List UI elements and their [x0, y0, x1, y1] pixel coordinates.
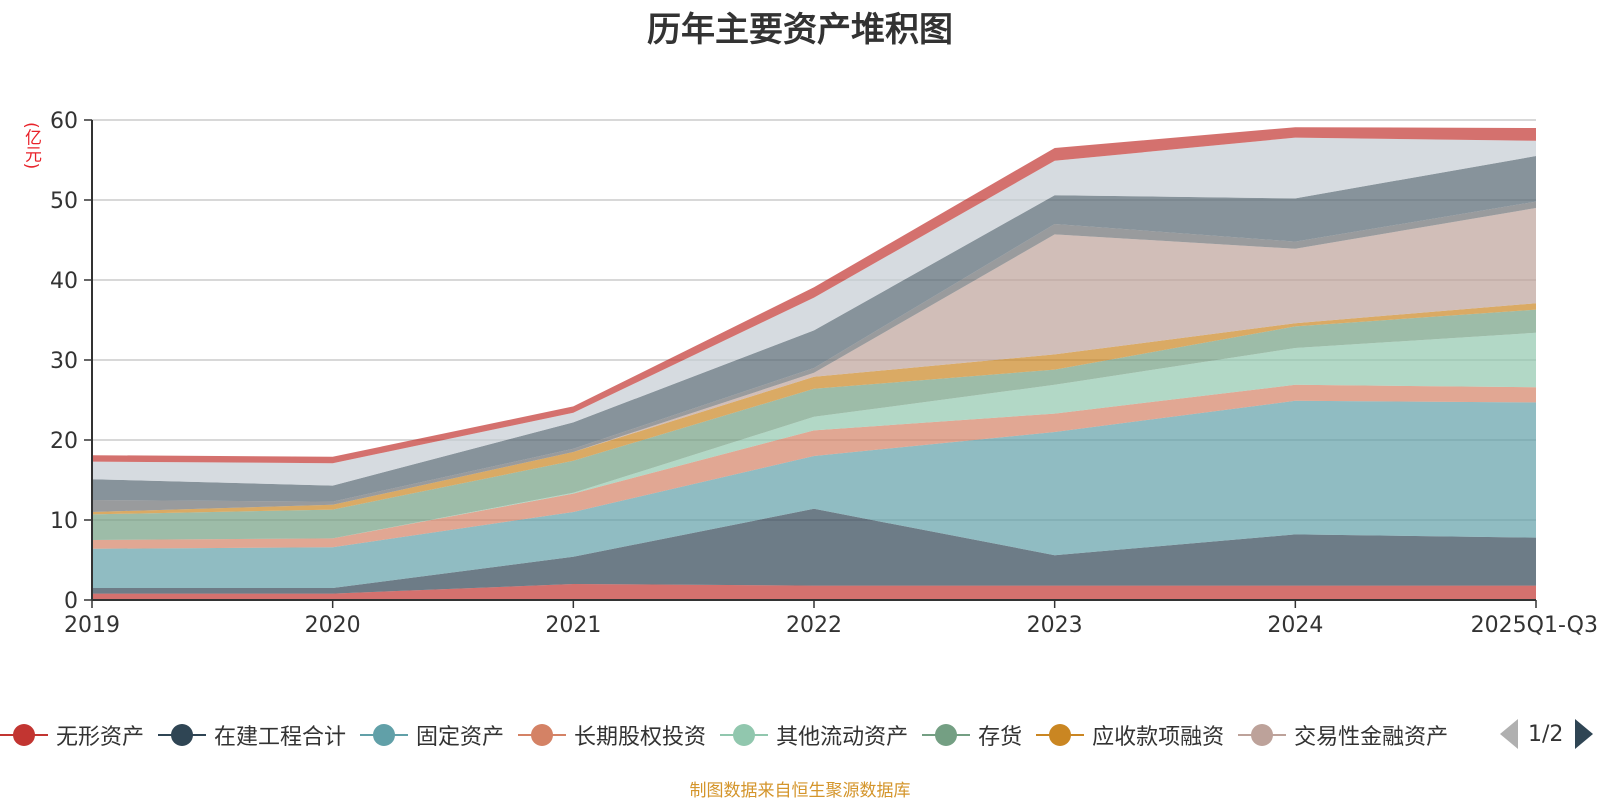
- legend-item-label: 其他流动资产: [776, 725, 909, 750]
- area-series-10: [92, 137, 1536, 486]
- area-layer: [92, 127, 1536, 600]
- area-series-0: [92, 584, 1536, 600]
- legend-marker-icon: [1238, 723, 1287, 747]
- x-tick-label-2: 2021: [545, 613, 601, 638]
- y-tick-label-10: 10: [50, 509, 78, 534]
- legend-marker-icon: [360, 723, 409, 747]
- x-tick-label-4: 2023: [1027, 613, 1083, 638]
- legend-item-7[interactable]: 交易性金融资产: [1238, 718, 1448, 752]
- y-tick-label-20: 20: [50, 429, 78, 454]
- legend-item-1[interactable]: 在建工程合计: [158, 718, 346, 752]
- area-series-3: [92, 384, 1536, 549]
- legend-item-label: 无形资产: [56, 725, 145, 750]
- area-series-5: [92, 309, 1536, 540]
- stacked-area-chart: 0 10 20 30 40 50 60 2019 2020 2021 2022 2023 2024 202…: [50, 109, 1598, 638]
- legend-item-5[interactable]: 存货: [922, 718, 1022, 752]
- y-tick-label-50: 50: [50, 189, 78, 214]
- data-source-note: 制图数据来自恒生聚源数据库: [689, 781, 911, 801]
- x-tick-label-1: 2020: [305, 613, 361, 638]
- y-tick-label-60: 60: [50, 109, 78, 134]
- legend-item-0[interactable]: 无形资产: [0, 718, 144, 752]
- legend-item-label: 长期股权投资: [574, 725, 707, 750]
- chart-title: 历年主要资产堆积图: [647, 10, 953, 50]
- legend-item-label: 应收款项融资: [1092, 725, 1225, 750]
- y-tick-label-0: 0: [64, 589, 78, 614]
- legend: 无形资产 在建工程合计 固定资产 长期股权投资 其他流动资产 存货 应收款项融资 交易性金融资…: [0, 718, 1480, 752]
- legend-item-label: 交易性金融资产: [1294, 725, 1449, 750]
- legend-pager: 1/2: [1500, 716, 1594, 752]
- legend-item-6[interactable]: 应收款项融资: [1036, 718, 1224, 752]
- legend-item-4[interactable]: 其他流动资产: [720, 718, 908, 752]
- y-tick-label-30: 30: [50, 349, 78, 374]
- legend-item-label: 存货: [978, 725, 1023, 750]
- legend-item-2[interactable]: 固定资产: [360, 718, 504, 752]
- y-tick-label-40: 40: [50, 269, 78, 294]
- area-series-2: [92, 400, 1536, 588]
- legend-page-indicator: 1/2: [1528, 721, 1564, 747]
- area-series-4: [92, 332, 1536, 540]
- x-tick-label-6: 2025Q1-Q3: [1471, 613, 1598, 638]
- legend-item-label: 固定资产: [416, 725, 505, 750]
- legend-prev-page-icon[interactable]: [1500, 719, 1518, 749]
- legend-item-label: 在建工程合计: [214, 725, 347, 750]
- legend-marker-icon: [720, 723, 769, 747]
- legend-marker-icon: [0, 723, 48, 747]
- y-axis-unit-label: (亿元): [21, 122, 41, 170]
- axis-layer: 0 10 20 30 40 50 60 2019 2020 2021 2022 2023 2024 202…: [50, 109, 1598, 638]
- legend-next-page-icon[interactable]: [1575, 719, 1594, 749]
- legend-marker-icon: [922, 723, 971, 747]
- legend-marker-icon: [158, 723, 207, 747]
- area-series-9: [92, 156, 1536, 502]
- legend-item-3[interactable]: 长期股权投资: [518, 718, 706, 752]
- area-series-7: [92, 208, 1536, 512]
- legend-marker-icon: [518, 723, 567, 747]
- x-tick-label-0: 2019: [64, 613, 120, 638]
- area-series-11: [92, 127, 1536, 464]
- x-tick-label-5: 2024: [1267, 613, 1323, 638]
- x-tick-label-3: 2022: [786, 613, 842, 638]
- legend-marker-icon: [1036, 723, 1085, 747]
- area-series-1: [92, 508, 1536, 594]
